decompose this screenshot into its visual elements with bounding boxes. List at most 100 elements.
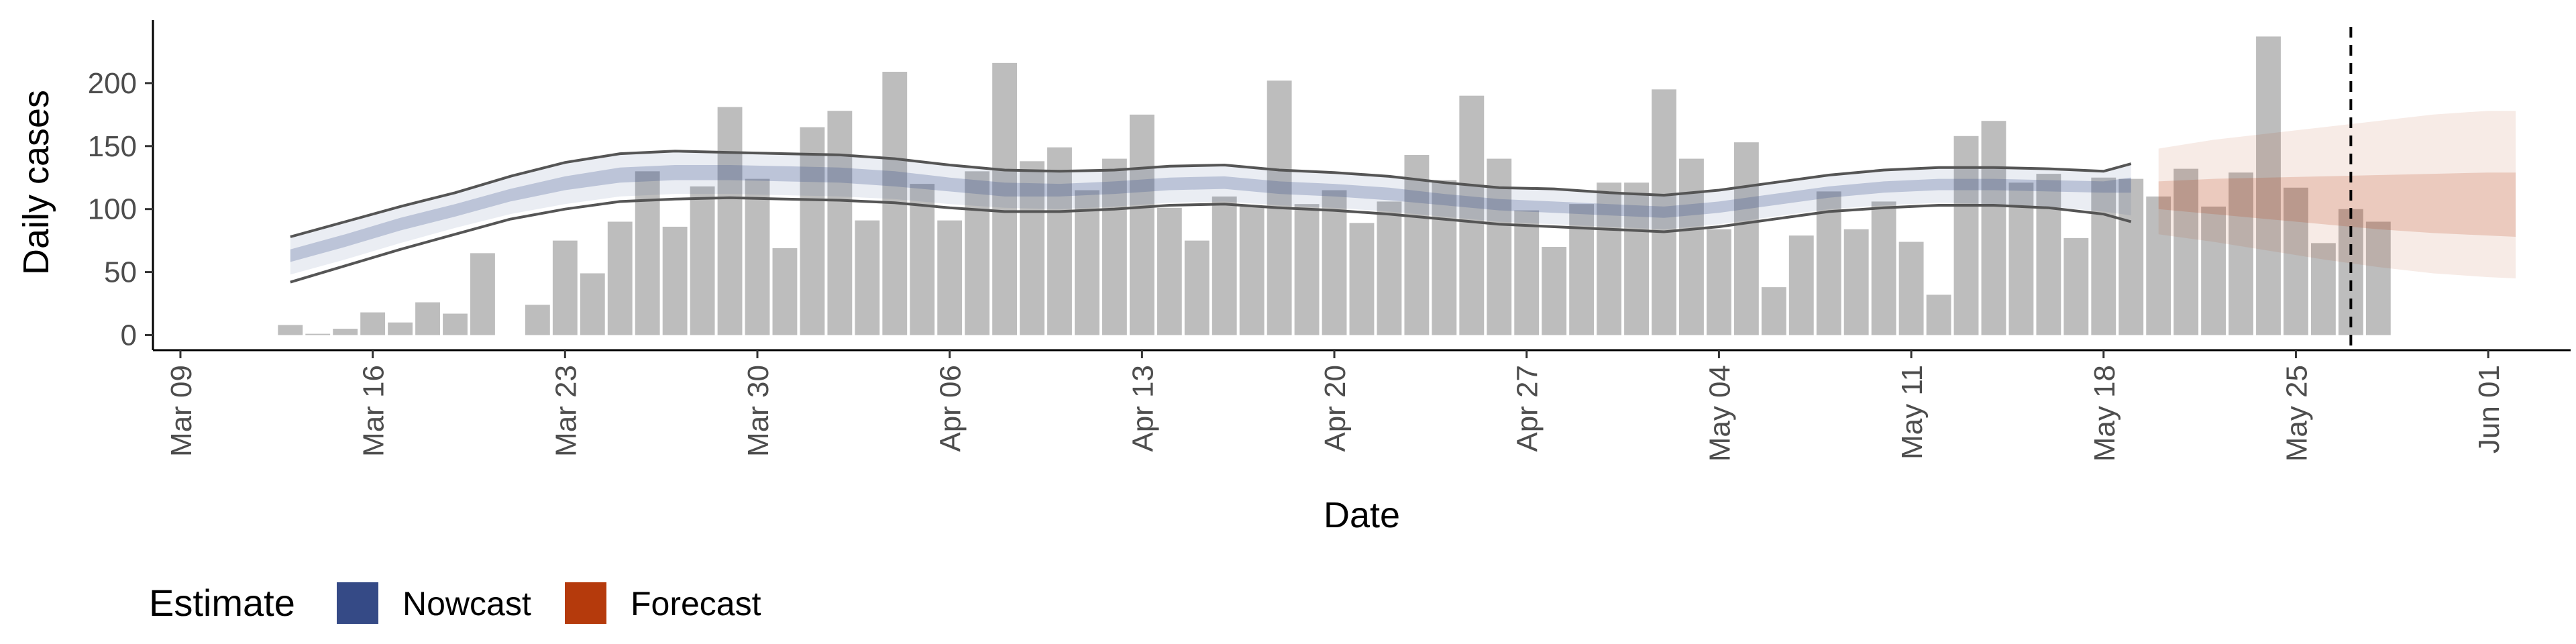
case-bar: [1761, 287, 1786, 335]
case-bar: [635, 171, 660, 335]
case-bar: [1788, 235, 1814, 335]
x-tick-label: May 25: [2280, 365, 2313, 462]
legend-swatch-forecast: [565, 582, 606, 624]
forecast-layer: [2158, 111, 2516, 278]
case-bar: [443, 313, 468, 335]
x-tick-label: Mar 30: [742, 365, 775, 457]
legend-label-nowcast: Nowcast: [402, 585, 531, 623]
case-bar: [2091, 177, 2116, 335]
case-bar: [1569, 204, 1595, 335]
x-ticks: Mar 09 Mar 16 Mar 23 Mar 30 Apr 06 Apr 13 Apr …: [165, 350, 2506, 462]
legend-label-forecast: Forecast: [631, 585, 761, 623]
case-bar: [2201, 206, 2226, 335]
y-tick-label: 0: [121, 319, 137, 352]
case-bar: [1157, 207, 1182, 335]
case-bar: [1542, 247, 1567, 335]
y-ticks: 0 50 100 150 200: [88, 67, 153, 352]
x-tick-label: Mar 23: [549, 365, 582, 457]
case-bar: [937, 220, 963, 335]
case-bar: [2310, 243, 2336, 335]
plot-area: [278, 27, 2516, 350]
case-bar: [2118, 178, 2144, 335]
case-bar: [552, 240, 578, 335]
y-tick-label: 150: [88, 130, 137, 163]
case-bar: [1212, 196, 1237, 335]
legend-swatch-nowcast: [337, 582, 378, 624]
case-bar: [1679, 158, 1704, 335]
case-bar: [1981, 121, 2006, 335]
case-bar: [1404, 154, 1430, 335]
case-bar: [1953, 136, 1979, 335]
case-bar: [333, 329, 358, 335]
x-tick-label: Mar 16: [358, 365, 390, 457]
legend-title: Estimate: [149, 582, 295, 624]
x-tick-label: May 18: [2088, 365, 2121, 462]
case-bar: [525, 305, 550, 335]
case-bar: [1706, 229, 1731, 335]
case-bar: [580, 273, 605, 335]
case-bar: [1514, 210, 1540, 335]
y-tick-label: 100: [88, 193, 137, 226]
case-bar: [1871, 201, 1896, 335]
case-bar: [965, 171, 990, 335]
case-bar: [2256, 36, 2281, 335]
x-tick-label: Apr 06: [934, 365, 967, 452]
case-bar: [1843, 229, 1869, 335]
case-bar: [607, 221, 633, 335]
case-bar: [2146, 196, 2171, 335]
case-bar: [1898, 241, 1924, 335]
case-bar: [992, 62, 1018, 335]
case-bar: [305, 333, 331, 335]
case-bar: [772, 248, 798, 335]
forecast-inner-band: [2158, 172, 2516, 237]
case-bar: [1349, 223, 1375, 335]
case-bar: [388, 322, 413, 335]
case-bar: [470, 253, 495, 335]
case-bar: [1597, 182, 1622, 335]
x-tick-label: Mar 09: [165, 365, 198, 457]
case-bar: [415, 302, 440, 335]
case-bar: [2063, 237, 2089, 335]
x-tick-label: Jun 01: [2473, 365, 2506, 453]
case-bar: [1102, 158, 1127, 335]
nowcast-layer: [290, 150, 2132, 284]
case-bar: [1047, 147, 1072, 335]
case-bar: [717, 107, 743, 335]
case-bar: [1322, 190, 1347, 335]
case-bar: [1652, 89, 1676, 335]
y-tick-label: 50: [104, 256, 137, 289]
legend: Estimate Nowcast Forecast: [149, 582, 761, 624]
case-bar: [1624, 182, 1649, 335]
x-tick-label: May 04: [1703, 365, 1736, 462]
case-bar: [1733, 142, 1759, 335]
case-bar: [1020, 161, 1044, 335]
case-bar: [2284, 187, 2308, 335]
nowcast-upper-line: [290, 150, 2132, 238]
case-bar: [1926, 294, 1951, 335]
case-bar: [800, 127, 825, 335]
case-bar: [2036, 174, 2061, 335]
case-bar: [278, 325, 303, 335]
case-bar: [360, 312, 386, 335]
x-axis-title: Date: [1324, 495, 1400, 535]
y-axis-title: Daily cases: [16, 90, 56, 275]
case-bar: [1816, 191, 1841, 335]
y-tick-label: 200: [88, 67, 137, 100]
nowcast-outer-band: [290, 151, 2131, 275]
case-bar: [1075, 190, 1099, 335]
case-bar: [1432, 180, 1457, 335]
case-bar: [1487, 158, 1512, 335]
case-bar: [1239, 206, 1265, 335]
case-bar: [827, 111, 853, 335]
x-tick-label: May 11: [1896, 365, 1929, 460]
nowcast-lower-line: [290, 196, 2132, 284]
x-tick-label: Apr 13: [1126, 365, 1159, 452]
case-bar: [1294, 204, 1320, 335]
x-tick-label: Apr 27: [1511, 365, 1544, 452]
case-bar: [2174, 168, 2199, 335]
x-tick-label: Apr 20: [1319, 365, 1352, 452]
case-bar: [690, 186, 715, 335]
case-bar: [855, 220, 880, 335]
case-bar: [662, 226, 688, 335]
